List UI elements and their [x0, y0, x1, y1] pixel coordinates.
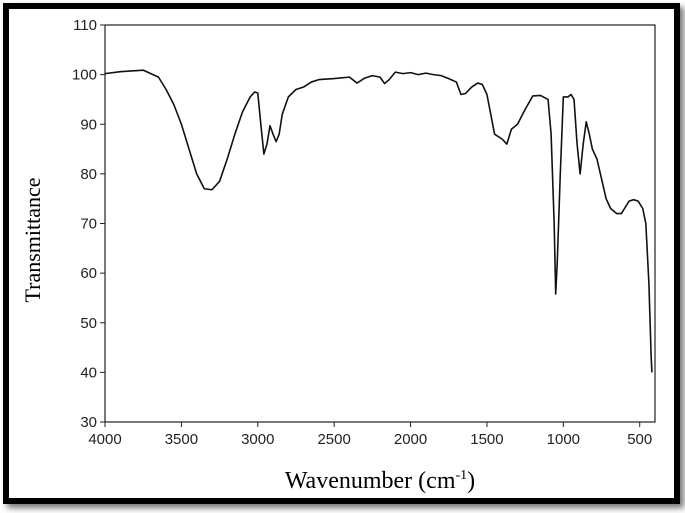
y-tick-label: 30: [80, 414, 97, 431]
y-axis-label: Transmittance: [20, 177, 45, 302]
y-tick-label: 110: [73, 17, 97, 34]
x-tick-label: 500: [627, 431, 652, 448]
y-tick-label: 100: [72, 67, 97, 84]
x-tick-label: 1500: [470, 431, 503, 448]
x-tick-label: 3500: [165, 431, 198, 448]
spectrum-line: [104, 69, 653, 373]
x-tick-label: 2000: [394, 431, 427, 448]
x-label-end: ): [467, 468, 475, 494]
x-tick-label: 4000: [88, 431, 121, 448]
y-tick-label: 60: [80, 265, 97, 282]
plot-area: [104, 24, 656, 423]
x-tick-label: 1000: [547, 431, 580, 448]
x-label-main: Wavenumber (cm: [285, 468, 456, 494]
x-axis-label: Wavenumber (cm-1): [285, 468, 475, 494]
frame: [3, 3, 680, 504]
y-tick-label: 40: [80, 364, 97, 381]
y-tick-label: 70: [80, 216, 97, 233]
x-tick-label: 3000: [241, 431, 274, 448]
y-tick-label: 80: [80, 166, 97, 183]
y-tick-label: 90: [80, 116, 97, 133]
y-tick-label: 50: [80, 315, 97, 332]
x-tick-label: 2500: [317, 431, 350, 448]
x-label-sup: -1: [456, 468, 468, 483]
